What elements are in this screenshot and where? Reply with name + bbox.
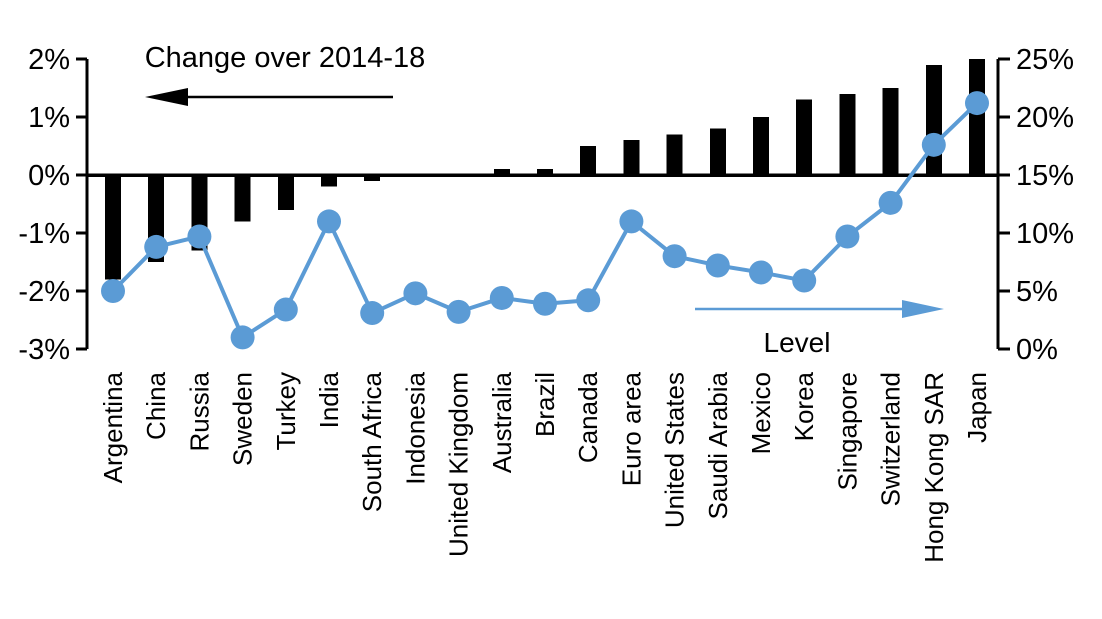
marker-switzerland (878, 190, 903, 215)
marker-south-africa (360, 301, 385, 326)
bar-united-states (666, 134, 683, 175)
marker-australia (489, 285, 514, 310)
line-series (101, 91, 989, 350)
right-axis-tick-label: 5% (1016, 276, 1058, 308)
marker-korea (792, 268, 817, 293)
left-axis-tick-label: 2% (28, 44, 70, 76)
x-label-argentina: Argentina (98, 371, 128, 483)
marker-russia (187, 224, 212, 249)
marker-saudi-arabia (705, 253, 730, 278)
right-axis-tick-label: 20% (1016, 102, 1074, 134)
x-label-switzerland: Switzerland (876, 372, 906, 506)
marker-brazil (533, 291, 557, 316)
x-label-china: China (141, 371, 171, 439)
x-label-euro-area: Euro area (616, 371, 646, 486)
marker-indonesia (403, 281, 428, 306)
category-labels: Argentina China Russia Sweden Turkey India Sou… (98, 371, 992, 562)
x-label-korea: Korea (789, 371, 819, 441)
x-label-india: India (314, 371, 344, 428)
x-label-turkey: Turkey (271, 372, 301, 451)
marker-singapore (835, 224, 860, 249)
bar-south-africa (364, 175, 381, 181)
x-label-hong-kong-sar: Hong Kong SAR (919, 372, 949, 563)
bar-switzerland (882, 88, 899, 175)
marker-euro-area (619, 209, 644, 234)
right-axis-tick-label: 10% (1016, 218, 1074, 250)
x-label-canada: Canada (573, 371, 603, 463)
bar-korea (796, 99, 813, 175)
bar-saudi-arabia (709, 128, 726, 175)
left-axis-tick-label: 0% (28, 160, 70, 192)
marker-turkey (273, 297, 298, 322)
marker-argentina (101, 279, 125, 303)
x-label-sweden: Sweden (228, 372, 258, 466)
bar-mexico (753, 117, 769, 175)
x-label-australia: Australia (487, 371, 517, 473)
marker-canada (576, 288, 601, 313)
x-label-south-africa: South Africa (357, 371, 387, 512)
x-label-japan: Japan (962, 372, 992, 443)
marker-united-kingdom (446, 299, 471, 324)
x-label-mexico: Mexico (746, 372, 776, 454)
marker-india (317, 209, 341, 234)
level-right-arrow-icon (695, 300, 944, 318)
left-axis: 2% 1% 0% -1% -2% -3% (18, 44, 89, 366)
bar-series (105, 59, 985, 280)
x-label-brazil: Brazil (530, 372, 560, 437)
x-label-united-kingdom: United Kingdom (444, 372, 474, 557)
left-axis-tick-label: 1% (28, 102, 70, 134)
x-label-indonesia: Indonesia (400, 371, 430, 484)
bar-singapore (839, 93, 856, 175)
left-axis-tick-label: -1% (18, 218, 70, 250)
bar-argentina (105, 175, 121, 280)
marker-mexico (749, 260, 773, 285)
bar-canada (580, 146, 597, 175)
right-axis-tick-label: 15% (1016, 160, 1074, 192)
x-label-russia: Russia (184, 371, 214, 451)
bar-india (321, 175, 337, 187)
x-label-singapore: Singapore (832, 372, 862, 491)
level-series-annotation: Level (764, 327, 831, 358)
right-axis-tick-label: 0% (1016, 334, 1058, 366)
bar-japan (969, 59, 985, 175)
marker-hong-kong-sar (921, 132, 946, 157)
bar-australia (493, 169, 510, 175)
bar-turkey (277, 175, 294, 210)
right-axis-tick-label: 25% (1016, 44, 1074, 76)
change-series-annotation: Change over 2014-18 (145, 42, 426, 74)
left-axis-tick-label: -3% (18, 334, 70, 366)
bar-hong-kong-sar (925, 64, 942, 175)
left-axis-tick-label: -2% (18, 276, 70, 308)
x-label-united-states: United States (660, 372, 690, 528)
marker-sweden (230, 325, 255, 350)
marker-japan (965, 91, 989, 116)
bar-sweden (234, 175, 251, 222)
bar-brazil (537, 169, 553, 175)
marker-united-states (662, 244, 687, 269)
bar-euro-area (623, 140, 640, 175)
marker-china (144, 234, 169, 259)
right-axis: 25% 20% 15% 10% 5% 0% (996, 44, 1074, 366)
x-label-saudi-arabia: Saudi Arabia (703, 371, 733, 519)
change-left-arrow-icon (145, 88, 393, 106)
